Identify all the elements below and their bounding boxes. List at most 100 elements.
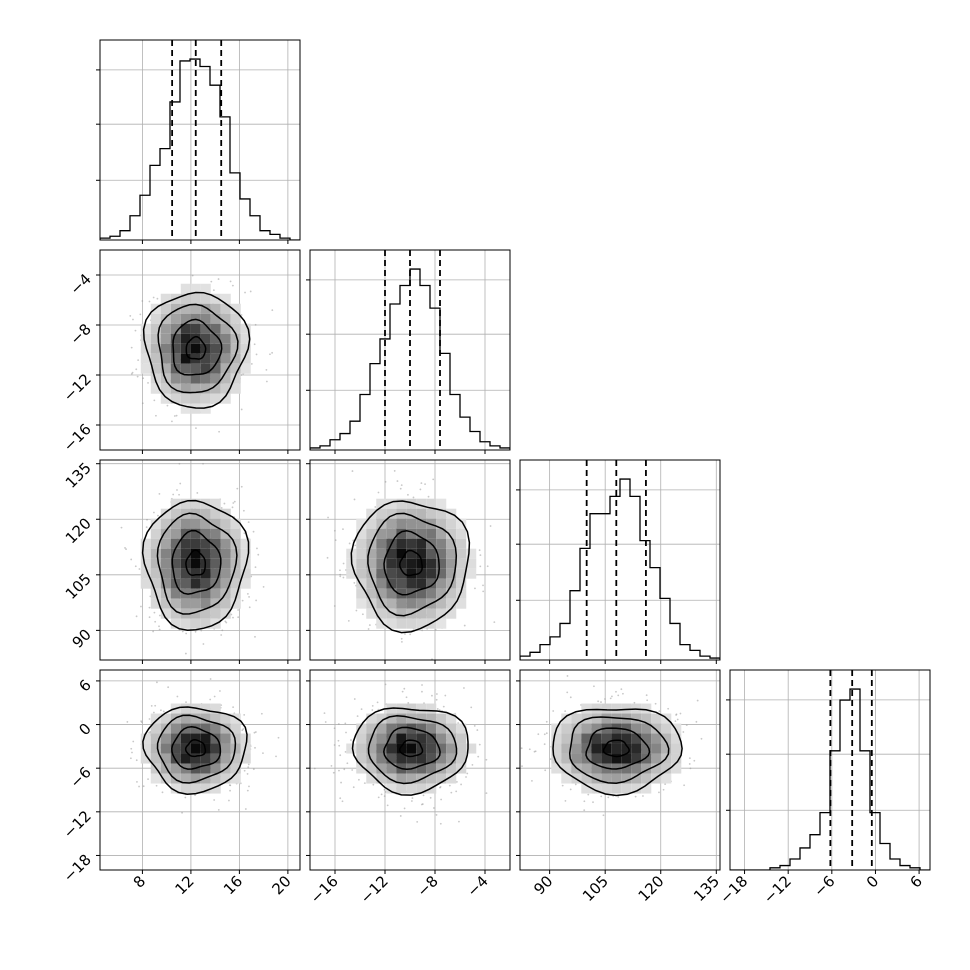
scatter-point [450,791,453,794]
x-tick-label: −12 [760,872,795,907]
scatter-point [129,315,132,317]
density-cell [160,353,171,364]
density-cell [180,518,191,529]
density-panel-1-0 [99,249,301,454]
density-cell [160,313,171,324]
scatter-point [409,633,412,636]
x-tick-label: −16 [307,872,342,907]
density-cell [170,558,181,569]
density-cell [551,763,562,774]
scatter-point [154,620,157,623]
density-cell [356,558,367,569]
scatter-point [250,363,253,365]
scatter-point [455,790,458,793]
density-cell [416,568,427,579]
contour-line [142,706,248,795]
density-cell [170,783,181,794]
x-tick-label: 8 [130,872,149,891]
density-cell [436,723,447,734]
contour-line [367,512,458,617]
scatter-point [243,532,246,535]
density-cell [601,753,612,764]
scatter-point [646,699,649,702]
density-cell [436,528,447,539]
density-cell [220,383,231,394]
density-panel-3-0 [99,669,301,871]
density-cell [210,343,221,354]
density-cell [210,293,221,304]
density-cell [160,528,171,539]
density-cell [240,538,251,549]
density-cell [581,743,592,754]
density-cell [210,783,221,794]
density-cell [356,538,367,549]
density-cell [220,353,231,364]
density-cell [376,598,387,609]
scatter-point [427,495,430,498]
scatter-point [470,706,473,709]
y-tick-label: −12 [60,370,95,405]
density-cell [406,743,417,754]
density-cell [631,723,642,734]
scatter-point [602,814,605,817]
density-cell [581,763,592,774]
density-cell [396,598,407,609]
density-cell [170,743,181,754]
density-cell [386,558,397,569]
scatter-point [152,711,155,714]
scatter-point [247,766,250,769]
scatter-point [537,733,540,736]
scatter-point [339,754,342,757]
density-cell [210,393,221,404]
scatter-point [696,699,699,702]
density-cell [671,753,682,764]
scatter-point [155,784,158,787]
contour-line [383,726,441,771]
scatter-point [232,502,235,504]
density-cell [180,333,191,344]
density-cell [426,498,437,509]
density-cell [446,538,457,549]
density-cell [456,558,467,569]
density-cell [376,618,387,629]
density-cell [571,713,582,724]
scatter-point [471,763,474,766]
density-cell [561,733,572,744]
density-cell [190,528,201,539]
density-cell [551,743,562,754]
scatter-point [156,681,158,684]
x-tick-label: −18 [716,872,751,907]
density-cell [446,773,457,784]
scatter-point [265,380,268,383]
density-cell [190,598,201,609]
scatter-point [212,289,215,292]
density-cell [210,353,221,364]
density-cell [190,343,201,354]
density-cell [406,598,417,609]
density-cell [180,538,191,549]
scatter-point [429,796,432,799]
scatter-point [344,722,347,725]
density-cell [230,343,241,354]
density-cell [210,323,221,334]
density-cell [200,323,211,334]
density-cell [356,753,367,764]
density-cell [210,763,221,774]
density-cell [150,743,161,754]
scatter-point [342,528,344,531]
contour-line [350,500,471,634]
density-cell [671,723,682,734]
x-tick-label: 135 [690,872,723,905]
contour-line [552,708,683,797]
density-cell [386,548,397,559]
density-cell [220,558,231,569]
density-cell [170,528,181,539]
density-cell [170,393,181,404]
scatter-point [348,542,351,545]
scatter-point [338,744,341,747]
scatter-point [676,718,679,721]
scatter-point [341,800,344,803]
scatter-point [136,375,139,378]
density-cell [406,753,417,764]
density-cell [641,783,652,794]
